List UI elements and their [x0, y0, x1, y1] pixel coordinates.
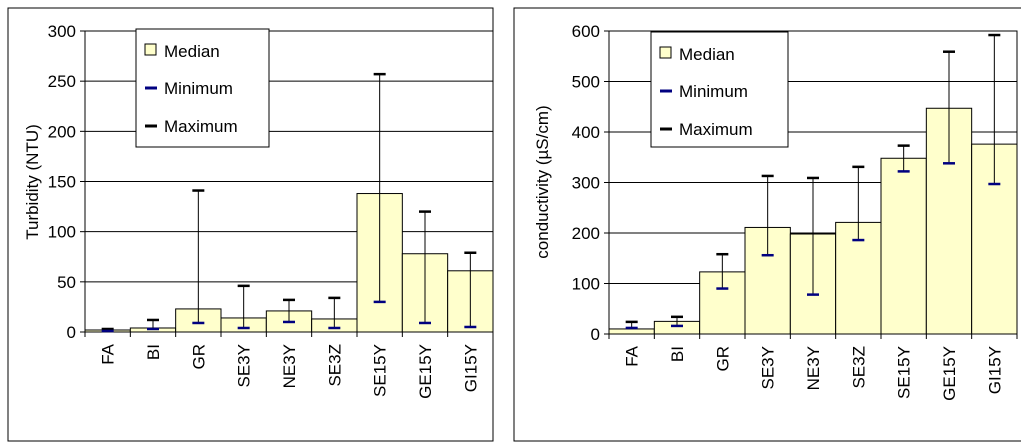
conductivity-chart: 0 100 200 300 400 500 600 conductivity (µS/cm) F…: [505, 0, 1021, 443]
x-tick-label: GR: [189, 344, 208, 370]
y-tick-label: 200: [572, 224, 600, 243]
y-tick-label: 600: [572, 22, 600, 41]
y-axis-label: Turbidity (NTU): [23, 124, 42, 240]
y-tick-label: 100: [572, 275, 600, 294]
legend-label: Maximum: [679, 120, 753, 139]
x-tick-label: SE15Y: [895, 346, 914, 399]
y-tick-label: 0: [591, 325, 600, 344]
legend-label: Minimum: [164, 79, 233, 98]
y-tick-label: 150: [48, 173, 76, 192]
y-axis-label: conductivity (µS/cm): [533, 105, 552, 258]
y-tick-label: 100: [48, 223, 76, 242]
x-tick-label: SE3Z: [325, 344, 344, 387]
y-tick-label: 400: [572, 123, 600, 142]
turbidity-chart-svg: 0 50 100 150 200 250 300 Turbidity (NTU) FA BI GR S…: [7, 7, 494, 442]
legend-label: Median: [679, 45, 735, 64]
legend-label: Minimum: [679, 82, 748, 101]
y-tick-label: 300: [572, 174, 600, 193]
y-tick-label: 200: [48, 122, 76, 141]
x-tick-label: BI: [144, 344, 163, 360]
y-tick-label: 250: [48, 72, 76, 91]
y-tick-label: 500: [572, 73, 600, 92]
legend-label: Median: [164, 42, 220, 61]
x-tick-label: GI15Y: [985, 346, 1004, 394]
x-tick-label: FA: [623, 345, 642, 366]
x-tick-label: FA: [99, 343, 118, 364]
x-tick-label: GR: [713, 346, 732, 372]
bar-median: [608, 328, 655, 335]
x-tick-label: SE3Z: [849, 346, 868, 389]
legend-box: [135, 28, 270, 148]
legend-swatch-median: [659, 46, 672, 59]
legend-box: [650, 31, 789, 148]
x-tick-label: SE3Y: [759, 346, 778, 389]
legend-swatch-median: [144, 43, 157, 56]
x-tick-label: NE3Y: [804, 346, 823, 390]
x-tick-label: GE15Y: [940, 346, 959, 401]
y-tick-label: 50: [57, 273, 76, 292]
x-tick-label: BI: [668, 346, 687, 362]
x-tick-label: SE15Y: [371, 344, 390, 397]
conductivity-chart-svg: 0 100 200 300 400 500 600 conductivity (µS/cm) F…: [513, 7, 1021, 442]
x-tick-label: GI15Y: [461, 344, 480, 392]
x-tick-label: GE15Y: [416, 344, 435, 399]
legend-label: Maximum: [164, 117, 238, 136]
bar-median: [880, 157, 927, 335]
y-tick-label: 300: [48, 22, 76, 41]
x-tick-label: SE3Y: [235, 344, 254, 387]
x-tick-label: NE3Y: [280, 344, 299, 388]
y-tick-label: 0: [67, 323, 76, 342]
turbidity-chart: 0 50 100 150 200 250 300 Turbidity (NTU) FA BI GR S…: [0, 0, 505, 443]
